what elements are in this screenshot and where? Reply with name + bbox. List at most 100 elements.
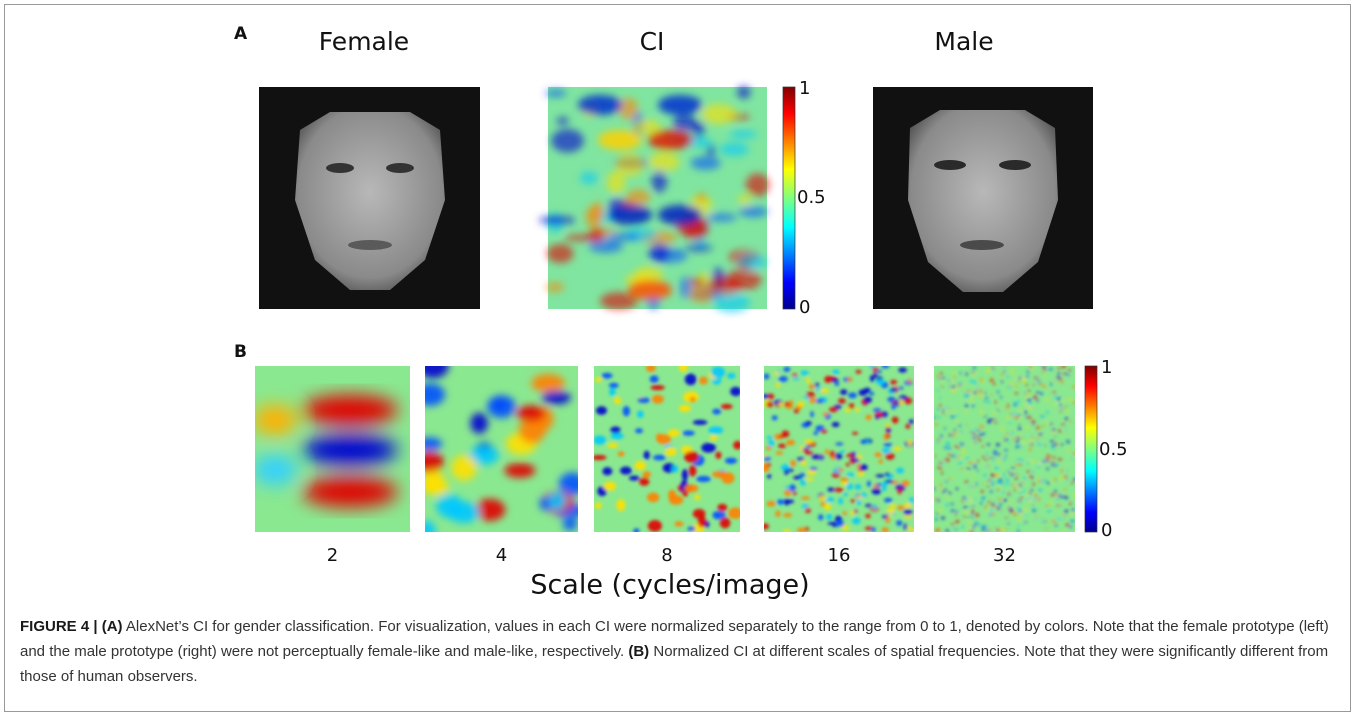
- blob: [1067, 410, 1069, 413]
- blob: [991, 482, 993, 485]
- blob: [1054, 395, 1058, 398]
- blob: [948, 492, 951, 495]
- blob: [1045, 421, 1047, 424]
- blob: [1055, 380, 1057, 381]
- blob: [619, 98, 639, 120]
- blob: [838, 398, 846, 404]
- blob: [699, 377, 708, 385]
- blob: [637, 410, 644, 418]
- blob: [620, 467, 632, 475]
- blob: [962, 450, 966, 453]
- blob: [996, 474, 1000, 477]
- blob: [806, 392, 815, 398]
- blob: [979, 390, 982, 392]
- blob: [657, 434, 671, 444]
- blob: [886, 508, 895, 512]
- blob: [1052, 424, 1054, 426]
- blob: [797, 401, 804, 406]
- blob: [1054, 479, 1056, 481]
- blob: [1052, 461, 1055, 463]
- blob: [945, 481, 949, 482]
- blob: [999, 407, 1001, 409]
- blob: [1020, 445, 1024, 446]
- blob: [912, 529, 917, 534]
- blob: [1065, 431, 1067, 433]
- blob: [608, 205, 652, 225]
- blob: [1027, 471, 1031, 473]
- blob: [1031, 471, 1035, 473]
- blob: [957, 447, 961, 448]
- blob: [949, 385, 951, 388]
- blob: [1034, 377, 1038, 379]
- blob: [960, 468, 963, 470]
- blob: [1069, 502, 1071, 505]
- blob: [973, 432, 975, 435]
- blob: [942, 412, 944, 414]
- blob: [1042, 521, 1045, 523]
- blob: [1033, 396, 1037, 399]
- blob: [1010, 383, 1014, 385]
- blob: [1026, 494, 1029, 497]
- blob: [982, 528, 985, 530]
- blob: [871, 527, 876, 532]
- blob: [946, 407, 949, 410]
- blob: [634, 461, 646, 470]
- blob: [650, 385, 664, 390]
- blob: [1007, 404, 1010, 407]
- blob: [1065, 417, 1068, 420]
- blob: [1025, 403, 1027, 406]
- blob: [689, 465, 697, 477]
- blob: [610, 427, 620, 434]
- blob: [952, 527, 954, 529]
- blob: [806, 478, 814, 481]
- blob: [993, 412, 995, 414]
- blob: [852, 518, 861, 525]
- blob: [721, 404, 733, 409]
- blob: [1001, 427, 1004, 430]
- blob: [690, 277, 705, 287]
- blob: [711, 367, 725, 378]
- blob: [302, 477, 398, 507]
- blob: [1018, 380, 1020, 382]
- blob: [1053, 392, 1056, 394]
- blob: [652, 395, 664, 404]
- blob: [1029, 448, 1032, 451]
- blob: [963, 515, 965, 517]
- blob: [986, 529, 989, 531]
- blob: [1013, 416, 1017, 418]
- blob: [682, 469, 688, 481]
- blob: [649, 243, 669, 263]
- blob: [1071, 509, 1075, 512]
- blob: [1024, 509, 1028, 512]
- blob: [1063, 477, 1065, 480]
- blob: [827, 487, 834, 491]
- blob: [991, 419, 995, 421]
- blob: [784, 469, 789, 475]
- blob: [1000, 396, 1002, 399]
- blob: [994, 421, 997, 423]
- blob: [961, 526, 965, 528]
- blob: [869, 392, 874, 396]
- blob: [1037, 465, 1041, 468]
- blob: [766, 401, 773, 407]
- scale-heatmap: [760, 363, 916, 533]
- blob: [974, 429, 977, 431]
- blob: [937, 408, 939, 410]
- blob: [1034, 517, 1037, 519]
- blob: [970, 380, 974, 383]
- blob: [616, 154, 645, 177]
- blob: [1010, 502, 1012, 504]
- blob: [966, 394, 970, 397]
- blob: [932, 417, 935, 419]
- blob: [1051, 479, 1055, 481]
- blob: [809, 384, 815, 389]
- blob: [885, 453, 894, 460]
- blob: [975, 522, 977, 525]
- blob: [993, 450, 997, 453]
- blob: [968, 497, 970, 499]
- blob: [801, 496, 810, 499]
- blob: [1007, 523, 1010, 525]
- blob: [1027, 501, 1031, 502]
- scale-heatmap: [591, 362, 742, 534]
- blob: [774, 372, 780, 376]
